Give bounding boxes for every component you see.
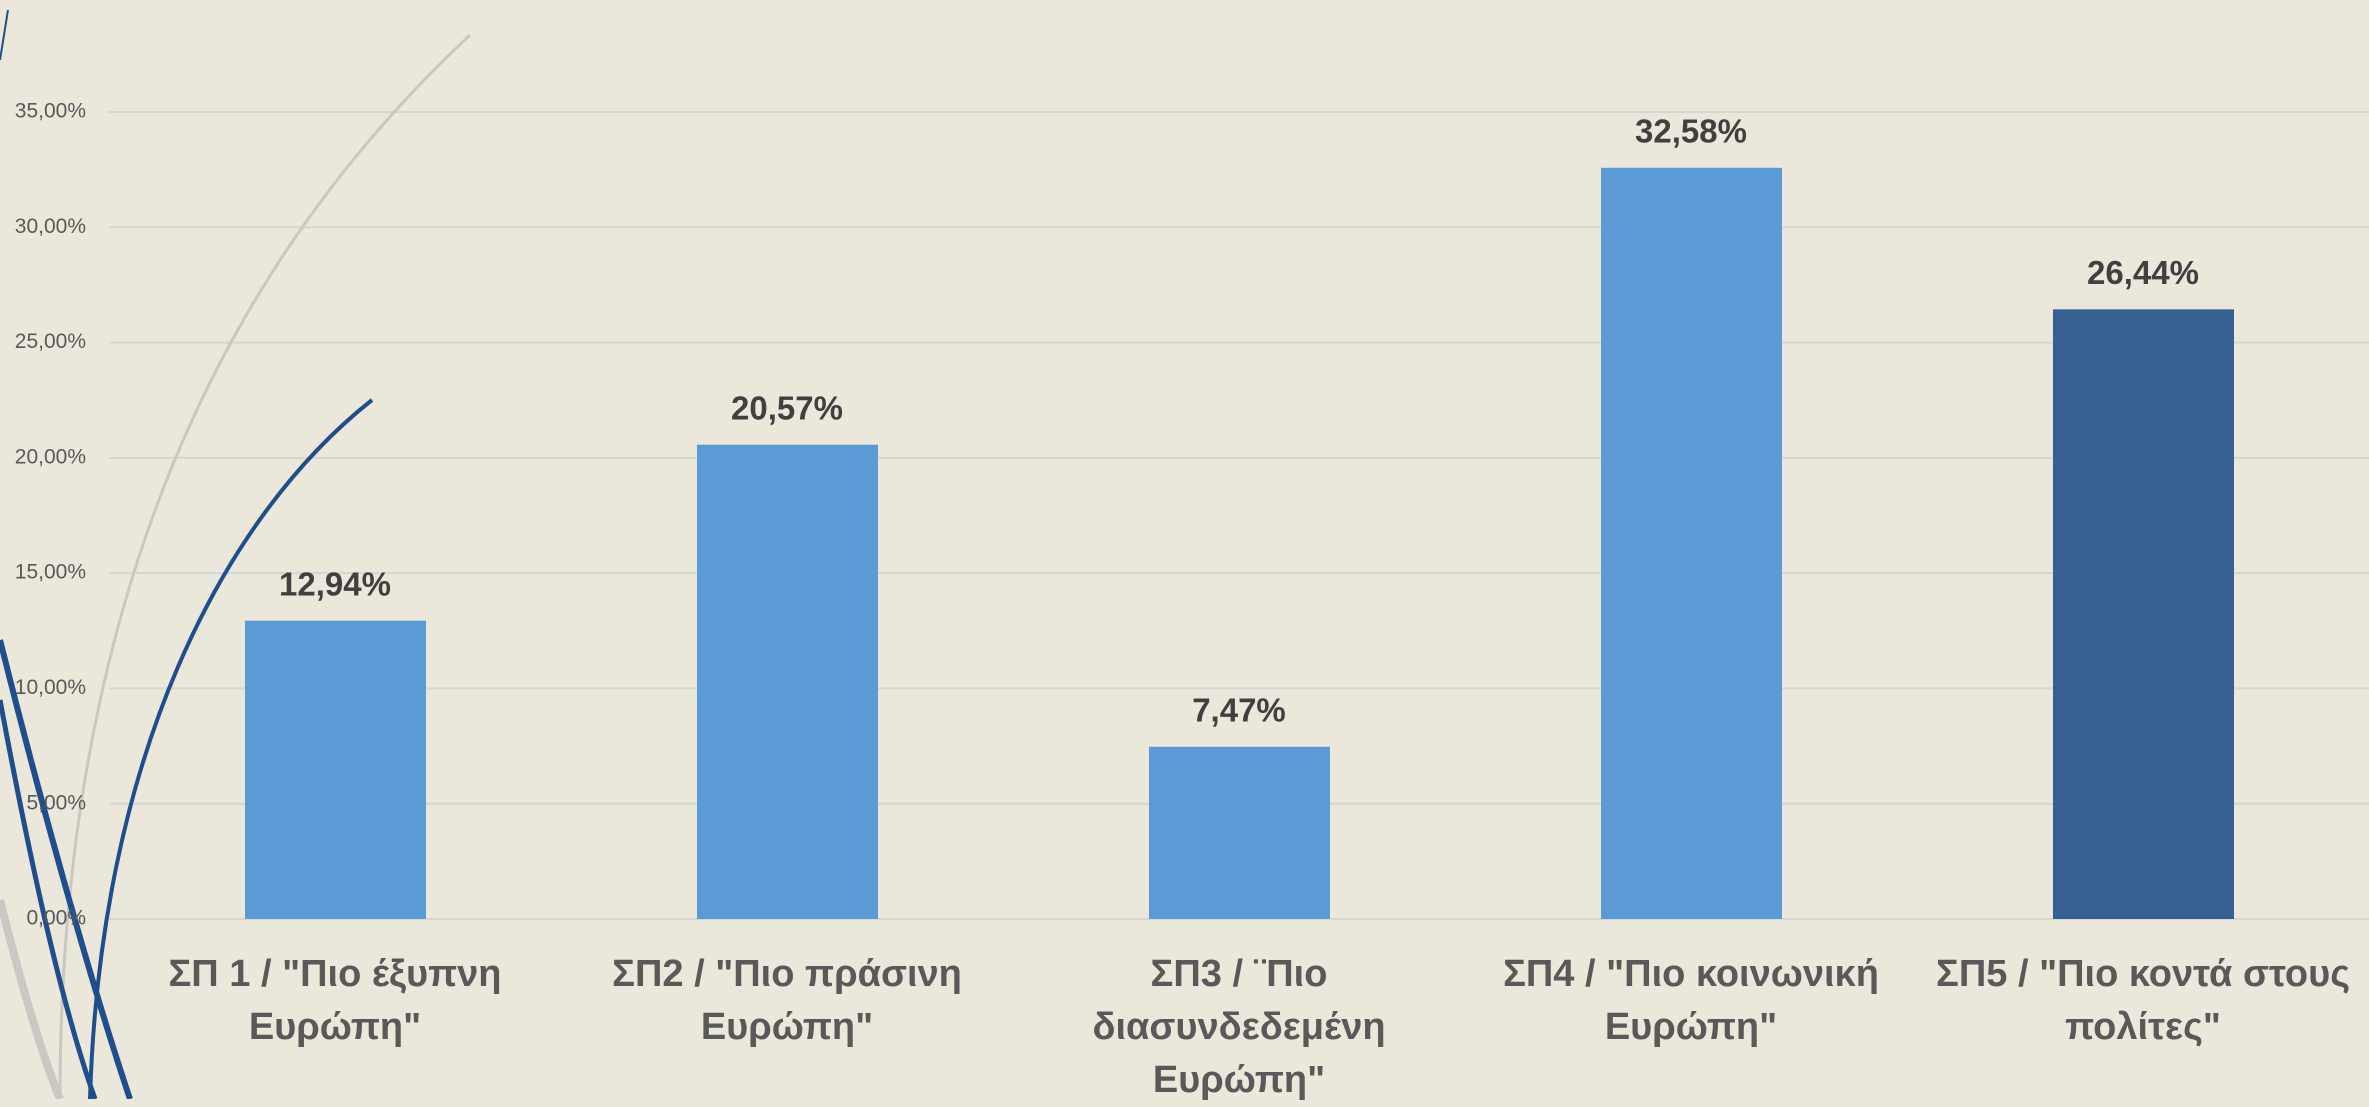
x-tick-label: ΣΠ5 / "Πιο κοντά στους πολίτες" [1936,953,2350,1048]
value-label: 32,58% [1635,113,1747,150]
y-tick-label: 0,00% [26,907,86,930]
value-label: 26,44% [2087,254,2199,291]
bar [245,620,426,919]
bar [2053,309,2234,919]
x-tick-label: ΣΠ4 / "Πιο κοινωνική Ευρώπη" [1503,953,1879,1048]
y-tick-label: 20,00% [15,445,86,468]
x-tick-label: ΣΠ2 / "Πιο πράσινη Ευρώπη" [612,953,962,1048]
bar [697,444,878,919]
value-label: 7,47% [1192,691,1286,728]
value-label: 20,57% [731,389,843,426]
y-tick-label: 10,00% [15,676,86,699]
y-tick-label: 35,00% [15,100,86,123]
x-tick-label: ΣΠ3 / ¨Πιο διασυνδεδεμένη Ευρώπη" [1092,953,1386,1101]
y-tick-label: 25,00% [15,330,86,353]
x-tick-label: ΣΠ 1 / "Πιο έξυπνη Ευρώπη" [168,953,502,1048]
y-tick-label: 15,00% [15,561,86,584]
value-label: 12,94% [279,565,391,602]
y-tick-label: 30,00% [15,215,86,238]
bar [1601,167,1782,919]
bar [1149,746,1330,919]
y-tick-label: 5,00% [26,791,86,814]
decoration [0,9,472,1099]
